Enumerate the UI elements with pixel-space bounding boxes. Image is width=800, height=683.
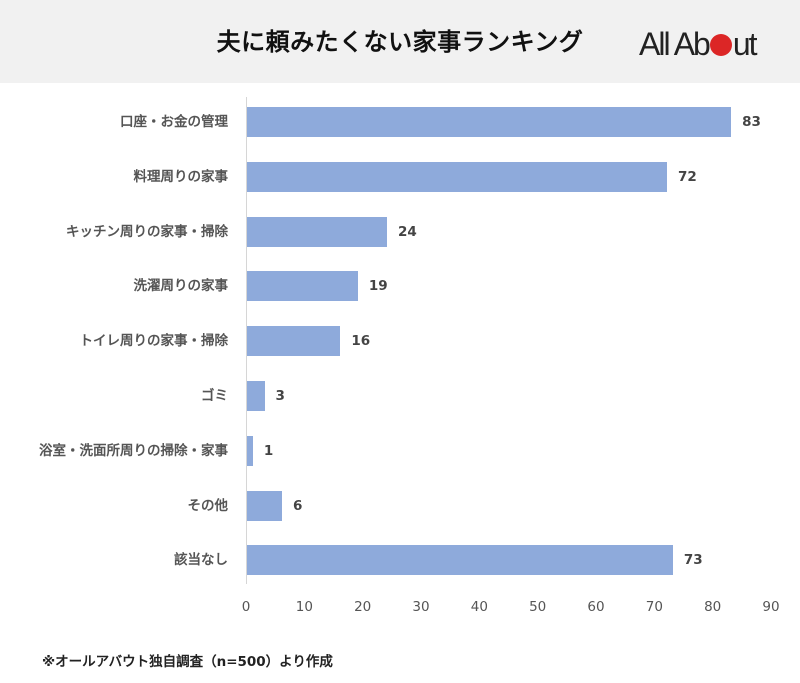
- logo-red-dot-icon: [709, 34, 732, 56]
- x-tick-label: 60: [587, 599, 605, 615]
- bar: [247, 217, 387, 247]
- source-footnote: ※オールアバウト独自調査（n=500）より作成: [42, 654, 333, 670]
- x-tick-label: 0: [241, 599, 251, 615]
- bar: [247, 491, 282, 521]
- x-tick-label: 10: [295, 599, 313, 615]
- value-label: 73: [683, 552, 703, 568]
- category-label: その他: [187, 498, 229, 514]
- bar: [247, 107, 732, 137]
- allabout-logo: All Ab ut: [639, 26, 758, 62]
- category-label: 料理周りの家事: [133, 169, 229, 185]
- x-tick-label: 90: [762, 599, 780, 615]
- value-label: 16: [351, 333, 371, 349]
- x-tick-label: 30: [412, 599, 430, 615]
- value-label: 19: [368, 278, 388, 294]
- category-label: キッチン周りの家事・掃除: [66, 224, 228, 240]
- x-tick-label: 20: [354, 599, 372, 615]
- bar: [247, 271, 358, 301]
- value-label: 1: [263, 443, 274, 459]
- chart-title: 夫に頼みたくない家事ランキング: [216, 28, 584, 56]
- x-tick-label: 80: [704, 599, 722, 615]
- bar: [247, 545, 673, 575]
- category-label: 洗濯周りの家事: [133, 278, 229, 294]
- value-label: 6: [293, 498, 303, 514]
- value-label: 3: [275, 388, 285, 404]
- value-label: 24: [398, 224, 417, 240]
- x-tick-label: 50: [529, 599, 547, 615]
- x-tick-label: 40: [470, 599, 488, 615]
- category-label: 浴室・洗面所周りの掃除・家事: [39, 443, 228, 459]
- y-axis-line: [246, 97, 247, 584]
- bar: [247, 326, 341, 356]
- x-tick-label: 70: [645, 599, 663, 615]
- bar: [247, 162, 667, 192]
- bar: [247, 436, 253, 466]
- logo-text-prefix: All Ab: [639, 26, 711, 62]
- chart-header: 夫に頼みたくない家事ランキング All Ab ut: [0, 0, 800, 83]
- category-label: 該当なし: [174, 552, 228, 568]
- value-label: 72: [678, 169, 697, 185]
- logo-text-suffix: ut: [732, 26, 758, 62]
- category-label: トイレ周りの家事・掃除: [79, 333, 229, 349]
- category-label: ゴミ: [201, 388, 228, 404]
- category-label: 口座・お金の管理: [120, 114, 228, 130]
- bar: [247, 381, 265, 411]
- value-label: 83: [742, 114, 761, 130]
